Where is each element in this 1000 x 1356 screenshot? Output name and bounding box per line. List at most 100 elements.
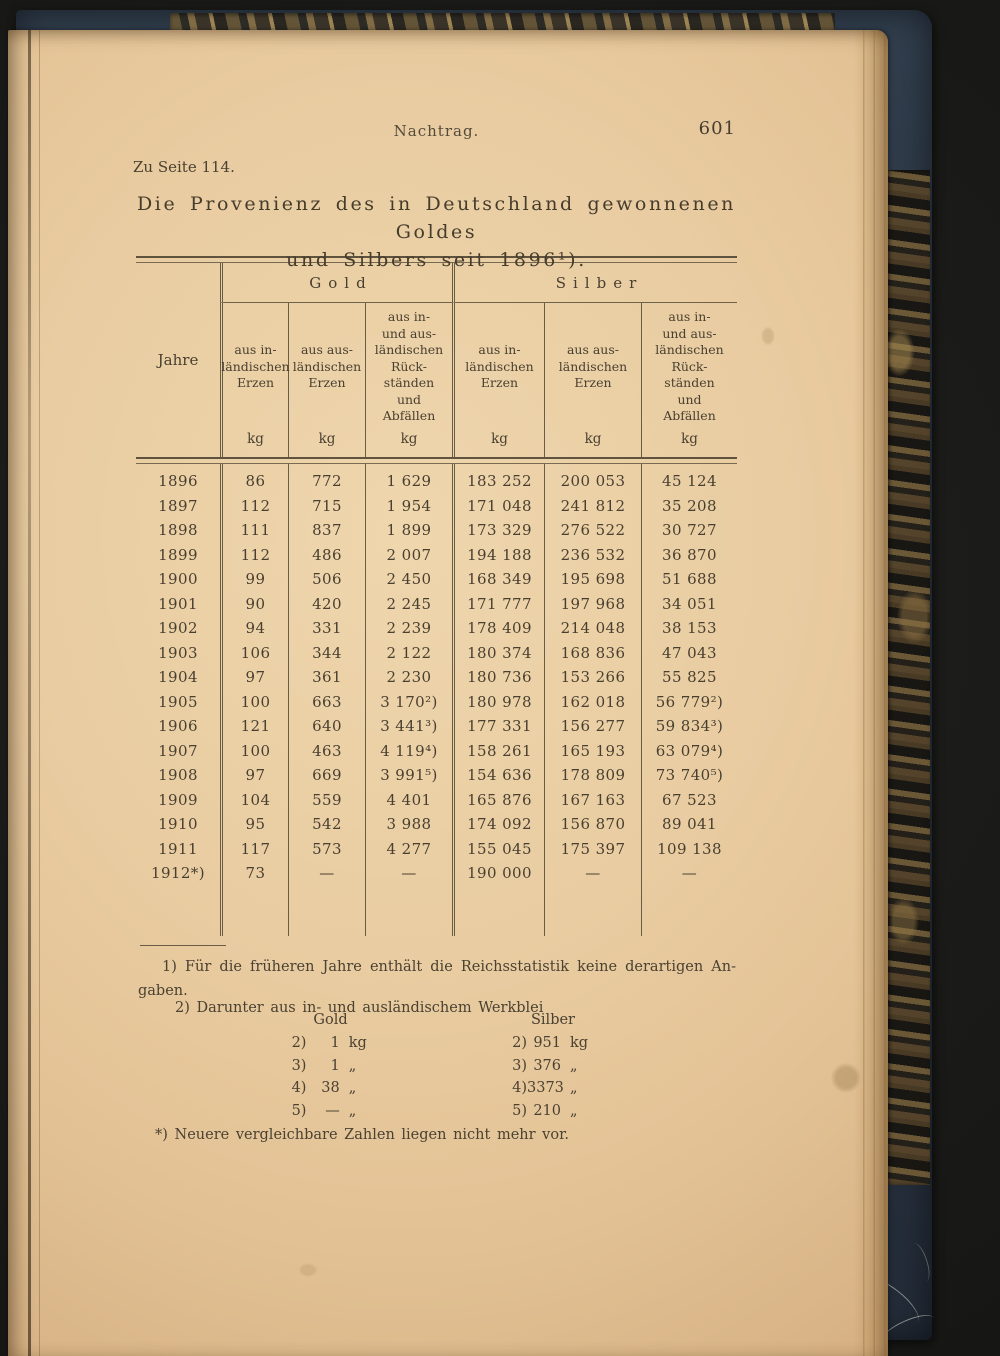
table-row: 1903 106 344 2 122 180 374 168 836 47 043 (136, 640, 737, 665)
table-row: 1906 121 640 3 441³) 177 331 156 277 59 834³) (136, 714, 737, 739)
value-cell: 158 261 (452, 738, 544, 763)
value-cell: 168 349 (452, 567, 544, 592)
statistics-table: Jahre Gold Silber aus in- ländischen Erz… (136, 256, 737, 936)
value-cell: 45 124 (641, 469, 737, 494)
value-cell: 3 991⁵) (365, 763, 452, 788)
value-cell: 3 170²) (365, 689, 452, 714)
value-cell: 165 876 (452, 787, 544, 812)
footnote-unit: kg (348, 1035, 367, 1051)
value-cell: 486 (288, 542, 365, 567)
value-cell: 86 (220, 469, 288, 494)
unit-label: kg (641, 431, 737, 457)
value-cell: 156 870 (544, 812, 641, 837)
footnote-2-intro: 2) Darunter aus in- und ausländischem We… (175, 1000, 544, 1016)
value-cell: 100 (220, 738, 288, 763)
value-cell: 4 401 (365, 787, 452, 812)
year-cell: 1909 (158, 790, 198, 809)
col-header: aus in- und aus- ländischen Rück- stände… (365, 303, 452, 431)
marbled-endpaper (886, 170, 930, 1185)
footnote-ref: 4) (512, 1080, 527, 1096)
year-cell: 1901 (158, 594, 198, 613)
year-cell: 1897 (158, 496, 198, 515)
footnote-ref: 5) (291, 1102, 307, 1119)
year-cell: 1908 (158, 766, 198, 784)
year-cell: 1905 (158, 692, 198, 711)
value-cell: 167 163 (544, 787, 641, 812)
value-cell: 112 (220, 542, 288, 567)
year-cell: 1896 (158, 472, 198, 490)
werkblei-row: 4) 38 „ (283, 1077, 378, 1100)
value-cell: 463 (288, 738, 365, 763)
document-title: Die Provenienz des in Deutschland gewonn… (136, 190, 737, 274)
value-cell: 1 899 (365, 518, 452, 543)
empty-cell (288, 885, 365, 936)
footnote-ref: 2) (512, 1035, 527, 1051)
value-cell: 542 (288, 812, 365, 837)
value-cell: 171 048 (452, 493, 544, 518)
value-cell: 241 812 (544, 493, 641, 518)
footnote-value: 951 (533, 1035, 561, 1051)
col-header: aus in- ländischen Erzen (452, 303, 544, 431)
value-cell: 1 954 (365, 493, 452, 518)
value-cell: 173 329 (452, 518, 544, 543)
value-cell: 34 051 (641, 591, 737, 616)
value-cell: 2 245 (365, 591, 452, 616)
table-body-padding (136, 464, 737, 469)
value-cell: 194 188 (452, 542, 544, 567)
footnote-unit: „ (570, 1102, 578, 1119)
table-top-rule (136, 256, 737, 263)
value-cell: 4 119⁴) (365, 738, 452, 763)
value-cell: 90 (220, 591, 288, 616)
werkblei-gold-column: Gold 2) 1 kg 3) 1 „ 4) 38 „ 5) — „ (283, 1012, 378, 1122)
footnote-value: 376 (533, 1057, 561, 1074)
running-title: Nachtrag. (393, 122, 480, 140)
footnote-value: 1 (330, 1057, 340, 1074)
value-cell: 175 397 (544, 836, 641, 861)
table-row: 1912*) 73— —190 000— — (136, 861, 737, 886)
unit-label: kg (365, 431, 452, 457)
werkblei-row: 5) 210 „ (503, 1100, 603, 1123)
table-row: 1909 104 559 4 401 165 876 167 163 67 523 (136, 787, 737, 812)
year-cell: 1912*) (151, 864, 205, 882)
year-cell: 1906 (158, 717, 198, 735)
werkblei-row: 3) 1 „ (283, 1055, 378, 1078)
value-cell: 715 (288, 493, 365, 518)
col-header: aus aus- ländischen Erzen (288, 303, 365, 431)
value-cell: 153 266 (544, 665, 641, 690)
value-cell: 180 374 (452, 640, 544, 665)
footnote-star: *) Neuere vergleichbare Zahlen liegen ni… (155, 1127, 570, 1143)
value-cell: 112 (220, 493, 288, 518)
value-cell: 663 (288, 689, 365, 714)
footnote-value: — (325, 1102, 340, 1119)
value-cell: 51 688 (641, 567, 737, 592)
table-row: 1902 94 331 2 239 178 409 214 048 38 153 (136, 616, 737, 641)
year-cell: 1900 (158, 570, 198, 588)
year-cell: 1898 (158, 521, 198, 539)
table-header-rule (136, 457, 737, 464)
value-cell: 183 252 (452, 469, 544, 494)
footnote-value: 3373 (527, 1080, 564, 1096)
value-cell: — (544, 861, 641, 886)
werkblei-row: 3) 376 „ (503, 1055, 603, 1078)
value-cell: 236 532 (544, 542, 641, 567)
value-cell: 156 277 (544, 714, 641, 739)
title-line-2: und Silbers seit 1896¹). (286, 249, 587, 271)
werkblei-row: 2) 1 kg (283, 1032, 378, 1055)
value-cell: 506 (288, 567, 365, 592)
year-cell: 1902 (158, 619, 198, 637)
value-cell: 109 138 (641, 836, 737, 861)
footnote-unit: „ (348, 1057, 357, 1074)
werkblei-gold-label: Gold (313, 1012, 348, 1028)
value-cell: 155 045 (452, 836, 544, 861)
table-row: 1898 111 837 1 899 173 329 276 522 30 727 (136, 518, 737, 543)
footnote-ref: 3) (291, 1057, 307, 1074)
footnote-unit: „ (348, 1080, 357, 1096)
value-cell: 89 041 (641, 812, 737, 837)
marbled-edge-top (170, 13, 835, 34)
value-cell: 111 (220, 518, 288, 543)
value-cell: 95 (220, 812, 288, 837)
werkblei-row: 2) 951 kg (503, 1032, 603, 1055)
footnote-1: 1) Für die früheren Jahre enthält die Re… (138, 959, 736, 999)
value-cell: 100 (220, 689, 288, 714)
value-cell: 59 834³) (641, 714, 737, 739)
